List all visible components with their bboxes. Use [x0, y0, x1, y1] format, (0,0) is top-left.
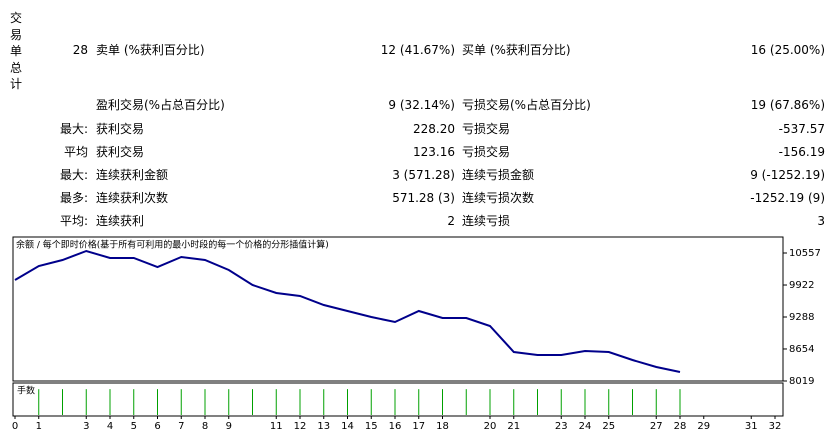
summary-label2: 亏损交易	[462, 122, 511, 136]
summary-label: 盈利交易(%占总百分比)	[96, 98, 225, 112]
y-tick-label: 10557	[789, 248, 821, 259]
x-tick-label: 27	[650, 421, 663, 432]
summary-value2: 19 (67.86%)	[750, 98, 825, 112]
summary-value: 123.16	[413, 145, 455, 159]
summary-label: 获利交易	[96, 122, 145, 136]
summary-value2: 9 (-1252.19)	[750, 168, 825, 182]
x-tick-label: 16	[389, 421, 402, 432]
x-tick-label: 14	[341, 421, 354, 432]
summary-value2: 3	[817, 214, 825, 228]
summary-value: 571.28 (3)	[392, 191, 455, 205]
summary-label: 连续获利金额	[96, 168, 169, 182]
summary-value: 2	[447, 214, 455, 228]
x-tick-label: 28	[674, 421, 687, 432]
summary-label: 获利交易	[96, 145, 145, 159]
y-tick-label: 9288	[789, 312, 814, 323]
x-tick-label: 4	[107, 421, 113, 432]
summary-value2: -537.57	[778, 122, 825, 136]
x-tick-label: 5	[131, 421, 137, 432]
x-tick-label: 1	[36, 421, 42, 432]
x-tick-label: 24	[579, 421, 592, 432]
volume-title: 手数	[17, 385, 35, 397]
summary-value2: -156.19	[778, 145, 825, 159]
x-tick-label: 17	[412, 421, 425, 432]
x-tick-label: 15	[365, 421, 378, 432]
summary-label2: 亏损交易(%占总百分比)	[462, 98, 591, 112]
x-tick-label: 31	[745, 421, 758, 432]
volume-frame	[12, 382, 784, 417]
x-tick-label: 7	[178, 421, 184, 432]
summary-prefix: 平均:	[59, 214, 88, 228]
x-tick-label: 0	[12, 421, 18, 432]
summary-label2: 亏损交易	[462, 145, 511, 159]
summary-value: 12 (41.67%)	[380, 43, 455, 57]
x-tick-label: 9	[226, 421, 232, 432]
summary-value2: 16 (25.00%)	[750, 43, 825, 57]
summary-prefix: 28	[72, 43, 88, 57]
summary-value2: -1252.19 (9)	[750, 191, 825, 205]
x-tick-label: 23	[555, 421, 568, 432]
x-tick-label: 21	[507, 421, 520, 432]
summary-value: 228.20	[413, 122, 455, 136]
summary-prefix: 平均	[63, 145, 88, 159]
x-tick-label: 8	[202, 421, 208, 432]
x-tick-label: 32	[769, 421, 782, 432]
summary-value: 9 (32.14%)	[388, 98, 455, 112]
x-tick-label: 6	[154, 421, 160, 432]
x-tick-label: 18	[436, 421, 449, 432]
summary-label: 连续获利	[96, 214, 145, 228]
summary-value: 3 (571.28)	[392, 168, 455, 182]
summary-prefix: 最大:	[59, 122, 88, 136]
x-tick-label: 13	[317, 421, 330, 432]
x-tick-label: 29	[697, 421, 710, 432]
balance-line	[14, 249, 681, 373]
y-tick-label: 8019	[789, 376, 814, 387]
summary-title: 交易单总计	[10, 11, 23, 91]
x-tick-label: 25	[602, 421, 615, 432]
summary-label2: 连续亏损	[462, 214, 511, 228]
x-tick-label: 12	[294, 421, 307, 432]
summary-prefix: 最大:	[59, 168, 88, 182]
summary-label2: 买单 (%获利百分比)	[462, 43, 571, 57]
x-tick-label: 3	[83, 421, 89, 432]
x-tick-label: 11	[270, 421, 283, 432]
summary-label2: 连续亏损次数	[462, 191, 535, 205]
summary-label: 连续获利次数	[96, 191, 169, 205]
summary-label2: 连续亏损金额	[462, 168, 535, 182]
y-tick-label: 8654	[789, 344, 814, 355]
x-tick-label: 20	[484, 421, 497, 432]
y-tick-label: 9922	[789, 280, 814, 291]
summary-label: 卖单 (%获利百分比)	[96, 43, 205, 57]
balance-title: 余额 / 每个即时价格(基于所有可利用的最小时段的每一个价格的分形插值计算)	[16, 239, 329, 251]
summary-prefix: 最多:	[59, 191, 88, 205]
